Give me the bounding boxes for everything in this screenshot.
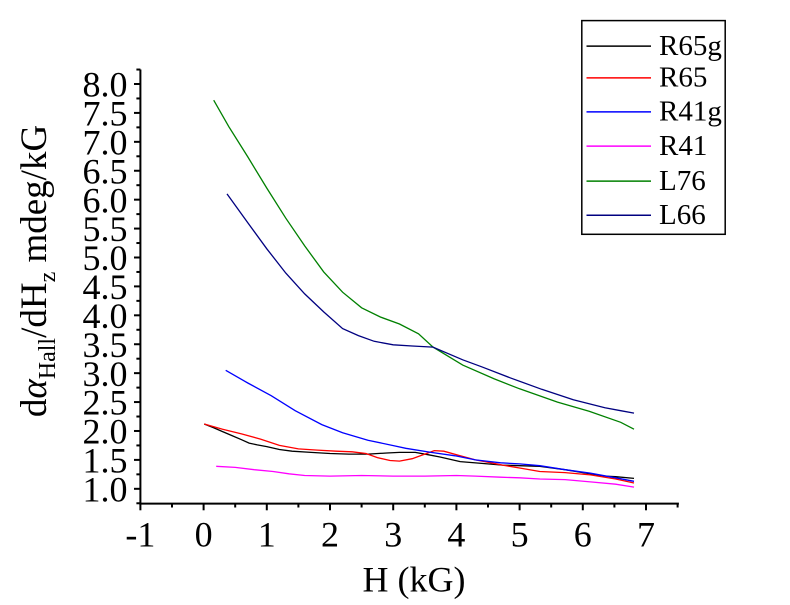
svg-text:R65: R65 xyxy=(659,62,707,94)
svg-text:1: 1 xyxy=(258,515,276,555)
svg-text:3.0: 3.0 xyxy=(83,354,128,394)
svg-text:0: 0 xyxy=(195,515,213,555)
svg-text:5.5: 5.5 xyxy=(83,209,128,249)
svg-text:1.0: 1.0 xyxy=(83,469,128,509)
svg-text:2: 2 xyxy=(321,515,339,555)
svg-text:6.0: 6.0 xyxy=(83,180,128,220)
svg-text:L76: L76 xyxy=(659,165,706,197)
svg-text:3: 3 xyxy=(384,515,402,555)
svg-text:6: 6 xyxy=(574,515,592,555)
svg-text:2.0: 2.0 xyxy=(83,412,128,452)
svg-text:-1: -1 xyxy=(125,515,155,555)
svg-text:H (kG): H (kG) xyxy=(363,560,466,600)
svg-text:4.5: 4.5 xyxy=(83,267,128,307)
svg-text:7.0: 7.0 xyxy=(83,122,128,162)
svg-text:5: 5 xyxy=(511,515,529,555)
svg-text:dαHall/dHz mdeg/kG: dαHall/dHz mdeg/kG xyxy=(14,125,61,417)
svg-text:3.5: 3.5 xyxy=(83,325,128,365)
svg-text:6.5: 6.5 xyxy=(83,151,128,191)
svg-text:R41: R41 xyxy=(659,130,707,162)
svg-text:5.0: 5.0 xyxy=(83,238,128,278)
svg-text:7.5: 7.5 xyxy=(83,94,128,134)
svg-text:R41g: R41g xyxy=(659,96,722,128)
svg-text:2.5: 2.5 xyxy=(83,383,128,423)
svg-text:R65g: R65g xyxy=(659,30,722,62)
svg-text:L66: L66 xyxy=(659,199,706,231)
svg-text:7: 7 xyxy=(637,515,655,555)
svg-text:1.5: 1.5 xyxy=(83,441,128,481)
svg-text:4: 4 xyxy=(447,515,465,555)
svg-text:8.0: 8.0 xyxy=(83,65,128,105)
svg-text:4.0: 4.0 xyxy=(83,296,128,336)
